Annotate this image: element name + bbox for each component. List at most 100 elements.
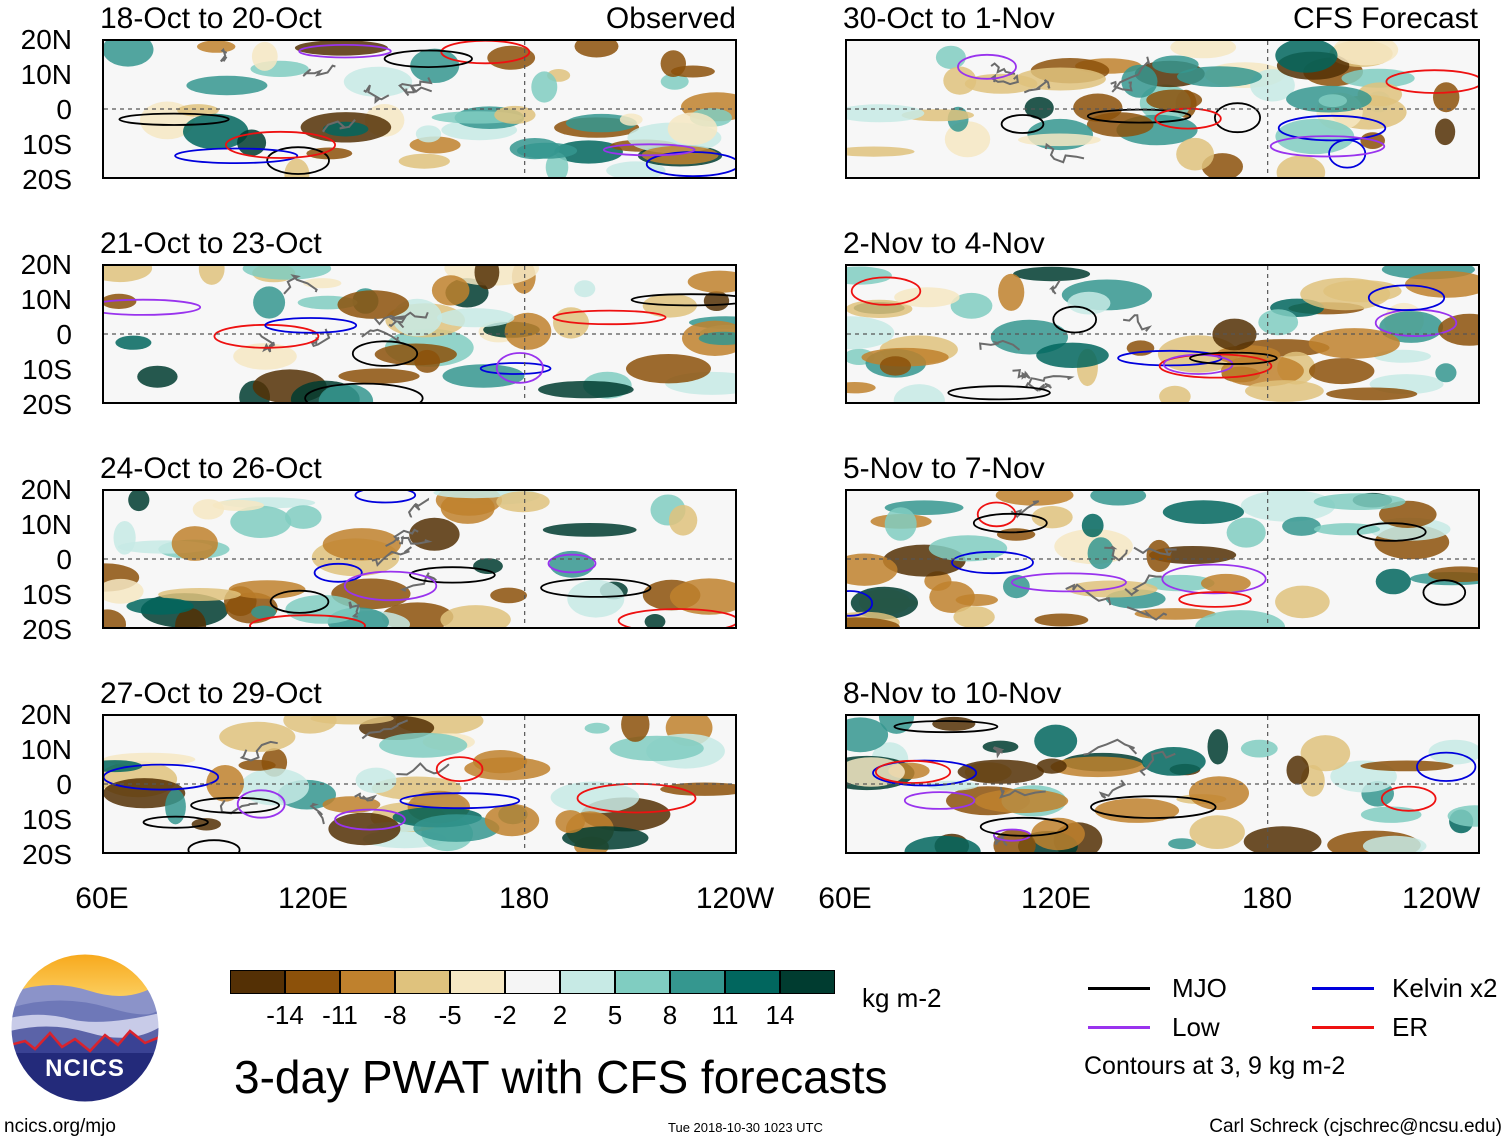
footer-url[interactable]: ncics.org/mjo xyxy=(4,1116,116,1137)
anomaly-shading xyxy=(409,517,460,551)
anomaly-shading xyxy=(219,721,296,752)
colorbar-tick-label-3: -5 xyxy=(438,1000,462,1030)
anomaly-shading xyxy=(660,73,689,90)
colorbar-box-7 xyxy=(615,970,670,994)
anomaly-shading xyxy=(175,608,207,627)
anomaly-shading xyxy=(197,41,236,53)
anomaly-shading xyxy=(474,266,500,290)
anomaly-shading xyxy=(1379,500,1437,528)
anomaly-shading xyxy=(433,491,515,499)
anomaly-shading xyxy=(562,826,649,850)
wave-contour xyxy=(1052,305,1098,334)
anomaly-shading xyxy=(1300,277,1391,311)
colorbar-tick-label-9: 14 xyxy=(765,1000,795,1030)
wave-contour xyxy=(540,578,652,598)
anomaly-shading xyxy=(847,266,892,285)
anomaly-shading xyxy=(104,293,137,309)
map-panel-3 xyxy=(102,264,737,404)
anomaly-shading xyxy=(310,716,394,725)
anomaly-shading xyxy=(1168,838,1196,850)
anomaly-shading xyxy=(1176,137,1214,171)
wave-contour xyxy=(399,792,521,810)
anomaly-shading xyxy=(1220,355,1304,387)
anomaly-shading xyxy=(104,266,153,283)
anomaly-shading xyxy=(104,609,126,627)
wave-contour xyxy=(1416,751,1477,782)
wave-contour xyxy=(1178,591,1252,608)
anomaly-shading xyxy=(490,587,527,604)
anomaly-shading xyxy=(440,492,495,524)
wave-contour xyxy=(213,323,320,349)
anomaly-shading xyxy=(1341,68,1415,88)
anomaly-shading xyxy=(1121,64,1158,98)
coastline xyxy=(258,274,429,353)
anomaly-shading xyxy=(1243,826,1322,852)
anomaly-shading xyxy=(104,41,154,67)
wave-contour xyxy=(947,385,1051,401)
anomaly-shading xyxy=(641,145,719,165)
panel-title-4: 2-Nov to 4-Nov xyxy=(843,227,1045,260)
wave-contour xyxy=(1356,522,1427,542)
wave-contour xyxy=(1380,785,1437,812)
colorbar-box-6 xyxy=(560,970,615,994)
anomaly-shading xyxy=(437,308,515,328)
panel-title-3: 21-Oct to 23-Oct xyxy=(100,227,322,260)
anomaly-shading xyxy=(1094,798,1180,823)
anomaly-shading xyxy=(953,606,995,627)
anomaly-shading xyxy=(1159,385,1191,402)
anomaly-shading xyxy=(565,113,637,133)
legend-note: Contours at 3, 9 kg m-2 xyxy=(1084,1052,1346,1080)
anomaly-shading xyxy=(1313,493,1406,510)
colorbar-tick-label-5: 2 xyxy=(552,1000,568,1030)
anomaly-shading xyxy=(322,121,369,137)
wave-contour xyxy=(118,112,230,126)
anomaly-shading xyxy=(1275,585,1330,619)
wave-contour xyxy=(1367,284,1446,312)
panel-title-2: 30-Oct to 1-Nov xyxy=(843,2,1055,35)
anomaly-shading xyxy=(431,275,470,306)
anomaly-shading xyxy=(1435,118,1456,146)
wave-contour xyxy=(334,808,406,831)
anomaly-shading xyxy=(929,581,975,613)
panel-title-6: 5-Nov to 7-Nov xyxy=(843,452,1045,485)
anomaly-shading xyxy=(932,716,976,731)
anomaly-shading xyxy=(1189,776,1249,810)
anomaly-shading xyxy=(137,365,178,388)
wave-contour xyxy=(1010,572,1127,593)
coastline xyxy=(978,279,1153,392)
anomaly-shading xyxy=(1318,94,1347,108)
anomaly-shading xyxy=(1018,133,1101,147)
wave-contour xyxy=(225,130,336,159)
anomaly-shading xyxy=(1362,835,1427,852)
wave-contour xyxy=(351,340,419,367)
anomaly-shading xyxy=(494,105,536,124)
anomaly-shading xyxy=(1333,41,1399,66)
colorbar-tick-label-0: -14 xyxy=(266,1000,304,1030)
wave-contour xyxy=(874,759,952,784)
lat-label-row1-2: 0 xyxy=(56,94,72,125)
anomaly-shading xyxy=(379,732,468,758)
wave-contour xyxy=(1158,353,1273,379)
anomaly-shading xyxy=(574,280,596,298)
ncics-logo: NCICS xyxy=(10,953,160,1103)
anomaly-shading xyxy=(574,41,619,58)
legend-line-low xyxy=(1088,1026,1150,1029)
anomaly-shading xyxy=(893,384,945,402)
anomaly-shading xyxy=(1034,613,1089,627)
anomaly-shading xyxy=(322,528,401,561)
panel-title-7: 27-Oct to 29-Oct xyxy=(100,677,322,710)
coastline xyxy=(220,47,433,133)
anomaly-shading xyxy=(128,491,150,512)
anomaly-shading xyxy=(1207,729,1229,765)
anomaly-shading xyxy=(660,782,735,796)
map-panel-1 xyxy=(102,39,737,179)
lat-label-row4-4: 20S xyxy=(22,839,72,870)
wave-contour xyxy=(264,317,358,334)
anomaly-shading xyxy=(1031,817,1085,851)
anomaly-shading xyxy=(115,335,152,350)
anomaly-shading xyxy=(995,491,1074,506)
anomaly-shading xyxy=(531,71,558,103)
wave-contour xyxy=(893,720,999,734)
anomaly-shading xyxy=(1081,513,1104,538)
anomaly-shading xyxy=(230,505,292,538)
